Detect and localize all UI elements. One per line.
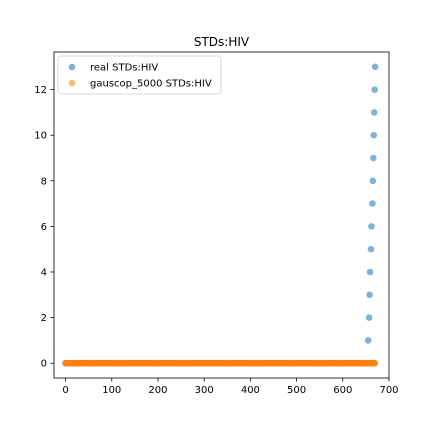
data-point-real [369, 177, 377, 185]
data-point-real [368, 223, 375, 230]
data-point-real [369, 154, 377, 162]
x-tick-label: 600 [333, 385, 352, 396]
x-tick-label: 0 [62, 385, 68, 396]
axes: 0 100 200 300 400 500 600 700 0 2 4 6 8 10 12 [34, 51, 399, 396]
legend-box [57, 55, 222, 95]
data-point-real [371, 86, 378, 93]
data-point-real [370, 131, 378, 139]
legend-label-gauscop: gauscop_5000 STDs:HIV [90, 79, 212, 90]
y-tick-label: 6 [41, 222, 47, 233]
data-point-real [366, 291, 373, 299]
data-point-real [369, 200, 376, 207]
data-point-real [370, 109, 378, 116]
x-tick-label: 700 [379, 385, 398, 396]
x-tick-label: 100 [102, 385, 121, 396]
series-layer [62, 63, 379, 367]
x-tick-label: 400 [241, 385, 260, 396]
y-tick-label: 4 [41, 267, 47, 278]
data-point-real [371, 63, 379, 71]
x-tick-label: 300 [195, 385, 214, 396]
x-tick-label: 200 [148, 385, 167, 396]
plot-frame [53, 51, 390, 379]
legend-marker-real [68, 63, 76, 71]
legend: real STDs:HIV gauscop_5000 STDs:HIV [57, 55, 222, 95]
y-tick-label: 12 [34, 85, 47, 96]
legend-label-real: real STDs:HIV [90, 63, 158, 74]
chart-title: STDs:HIV [194, 35, 250, 49]
y-tick-label: 2 [41, 313, 47, 324]
data-point-real [367, 245, 375, 253]
x-tick-label: 500 [287, 385, 306, 396]
data-point-real [366, 268, 374, 276]
y-tick-label: 8 [41, 176, 47, 187]
y-tick-label: 10 [34, 131, 47, 142]
legend-marker-gauscop [68, 79, 76, 87]
data-point-real [364, 337, 372, 344]
data-point-real [365, 314, 373, 321]
data-point-gauscop [371, 359, 379, 367]
y-tick-label: 0 [41, 359, 47, 370]
